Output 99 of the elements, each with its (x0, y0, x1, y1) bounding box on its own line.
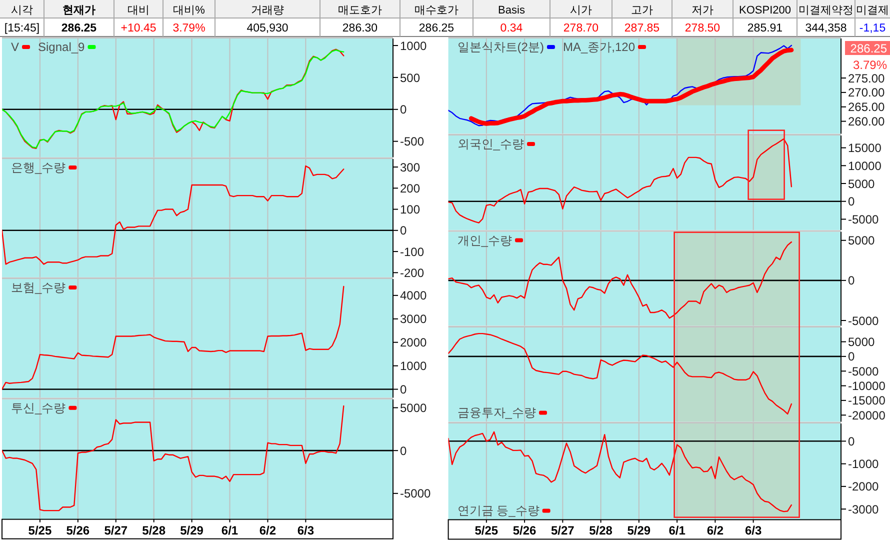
y-tick-label: 265.00 (848, 100, 886, 114)
y-tick-label: -100 (400, 244, 424, 259)
category-label: 시각 (11, 4, 33, 16)
y-tick-label: 1000 (400, 38, 428, 53)
x-tick-label: 5/28 (142, 523, 166, 538)
category-label: 매수호가 (414, 4, 458, 16)
text: 286.30 (342, 22, 378, 34)
text: 278.70 (563, 22, 599, 34)
x-tick-label: 6/2 (259, 523, 276, 538)
legend-label: 은행_수량 (11, 160, 66, 174)
text: 286.25 (850, 42, 888, 56)
y-tick-label: 500 (400, 70, 420, 85)
y-tick-label: -500 (400, 134, 424, 149)
y-tick-label: 5000 (848, 176, 876, 191)
y-tick-label: 260.00 (848, 114, 886, 129)
legend-label: 보험_수량 (11, 280, 66, 294)
y-tick-label: -200 (400, 266, 424, 280)
category-label: 거래량 (251, 4, 284, 16)
x-tick-label: 5/27 (551, 524, 575, 538)
y-tick-label: 0 (848, 434, 855, 448)
category-label: 미결제 (856, 4, 889, 16)
legend-label: MA_종가,120 (562, 40, 636, 54)
legend-label: 외국인_수량 (457, 137, 524, 151)
text: 286.25 (61, 22, 98, 34)
text: 278.50 (684, 22, 720, 34)
y-tick-label: 5000 (400, 401, 428, 416)
x-tick-label: 5/28 (589, 524, 613, 538)
y-tick-label: 5000 (848, 335, 876, 350)
y-tick-label: 15000 (848, 141, 882, 156)
y-tick-label: 0 (400, 102, 407, 117)
y-tick-label: -3000 (848, 502, 880, 516)
category-label: 시가 (570, 4, 592, 16)
text: 3.79% (172, 22, 206, 34)
x-tick-label: 5/27 (104, 523, 128, 538)
y-tick-label: 200 (400, 181, 420, 196)
category-label: 고가 (631, 4, 653, 16)
x-tick-label: 5/26 (66, 523, 90, 538)
text: -1,15 (859, 22, 886, 34)
category-label: KOSPI200 (739, 4, 791, 16)
x-tick-label: 6/2 (706, 524, 724, 538)
x-tick-label: 5/26 (512, 524, 537, 538)
y-tick-label: -5000 (848, 364, 880, 378)
x-tick-label: 6/3 (297, 523, 314, 538)
y-tick-label: 300 (400, 160, 420, 174)
text: 405,930 (246, 22, 288, 34)
x-tick-label: 6/1 (221, 523, 238, 538)
y-tick-label: 100 (400, 202, 420, 217)
text: 287.85 (624, 22, 660, 34)
text: 0.34 (500, 22, 524, 34)
category-label: 현재가 (62, 4, 96, 16)
x-tick-label: 5/25 (474, 524, 498, 538)
y-tick-label: -5000 (848, 314, 880, 328)
category-label: 매도호가 (338, 4, 382, 16)
y-tick-label: 1000 (400, 359, 428, 374)
y-tick-label: 10000 (848, 158, 882, 173)
y-tick-label: 0 (400, 224, 407, 238)
line-series (2, 405, 344, 512)
y-tick-label: 275.00 (848, 71, 886, 86)
x-tick-label: 6/3 (744, 524, 762, 538)
line-series (448, 138, 792, 224)
y-tick-label: -10000 (848, 379, 886, 394)
text: +10.45 (120, 22, 156, 34)
text: 344,358 (805, 22, 847, 34)
y-tick-label: 3000 (400, 312, 428, 326)
y-tick-label: 5000 (848, 234, 876, 248)
y-tick-label: -1000 (848, 457, 880, 472)
y-tick-label: 4000 (400, 288, 428, 303)
y-tick-label: -5000 (400, 486, 432, 501)
legend-label: 투신_수량 (11, 400, 66, 415)
x-tick-label: 5/25 (28, 523, 52, 538)
y-tick-label: -5000 (848, 212, 880, 227)
y-tick-label: 2000 (400, 336, 428, 350)
y-tick-label: -2000 (848, 480, 880, 494)
legend-label: 연기금 등_수량 (457, 504, 540, 518)
text: 285.91 (747, 22, 783, 34)
y-tick-label: 0 (400, 444, 407, 458)
y-tick-label: 0 (848, 194, 855, 209)
category-label: 저가 (692, 4, 714, 16)
y-tick-label: 270.00 (848, 86, 886, 100)
legend-label: 개인_수량 (457, 233, 512, 248)
y-tick-label: 0 (848, 350, 855, 364)
y-tick-label: -15000 (848, 394, 886, 408)
category-label: 미결제약정 (798, 4, 854, 16)
y-tick-label: -20000 (848, 408, 886, 422)
text: [15:45] (4, 22, 40, 34)
category-label: 대비% (173, 4, 206, 16)
legend-label: 일본식차트(2분) (457, 40, 544, 54)
legend-label: Signal_9 (38, 40, 86, 54)
y-tick-label: 0 (400, 382, 407, 397)
category-label: 대비 (128, 4, 150, 16)
y-tick-label: 0 (848, 274, 855, 288)
text: 286.25 (418, 22, 454, 34)
x-tick-label: 5/29 (627, 524, 651, 538)
legend-label: V (11, 40, 20, 54)
category-label: Basis (498, 4, 526, 16)
legend-label: 금융투자_수량 (457, 406, 536, 420)
x-tick-label: 5/29 (180, 523, 204, 538)
text: 3.79% (852, 58, 888, 72)
x-tick-label: 6/1 (668, 524, 686, 538)
